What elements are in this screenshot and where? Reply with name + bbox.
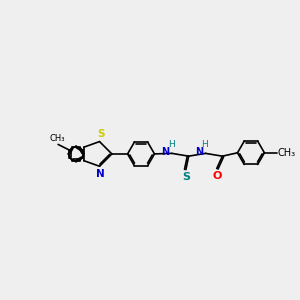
Text: CH₃: CH₃	[277, 148, 296, 158]
Text: O: O	[212, 171, 221, 181]
Text: N: N	[96, 169, 104, 178]
Text: S: S	[97, 129, 104, 139]
Text: N: N	[161, 147, 169, 157]
Text: CH₃: CH₃	[50, 134, 65, 143]
Text: S: S	[182, 172, 190, 182]
Text: H: H	[168, 140, 175, 149]
Text: N: N	[195, 147, 203, 157]
Text: H: H	[202, 140, 208, 149]
